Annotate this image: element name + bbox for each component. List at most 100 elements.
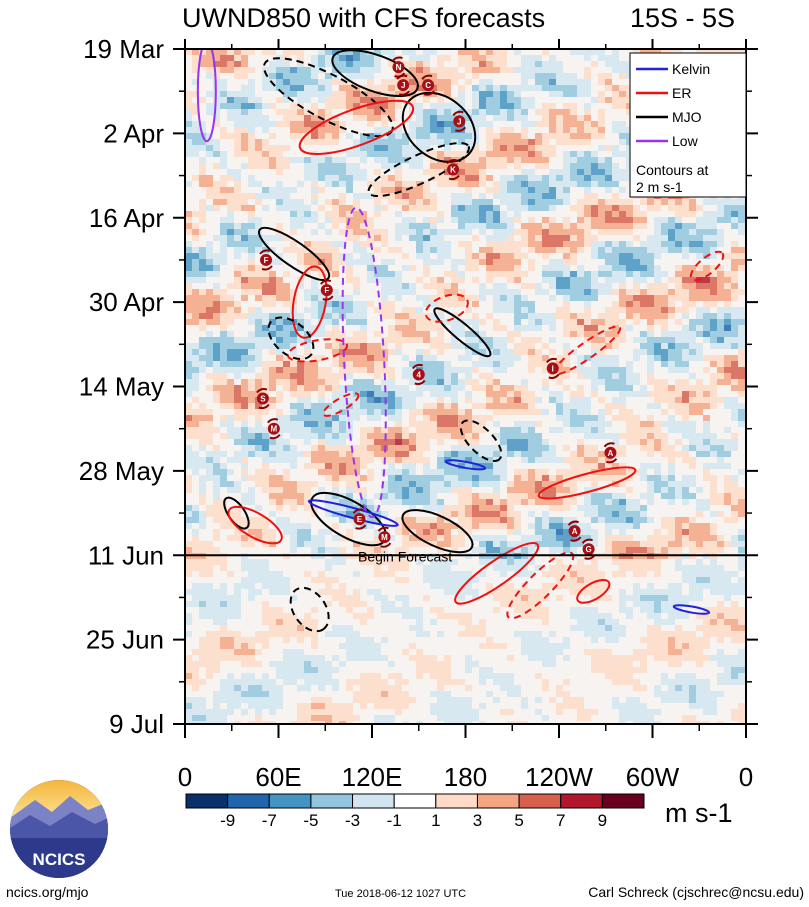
wind-anomaly-cell — [619, 529, 626, 535]
wind-anomaly-cell — [269, 163, 276, 169]
wind-anomaly-cell — [556, 493, 563, 499]
wind-anomaly-cell — [626, 475, 633, 481]
wind-anomaly-cell — [185, 463, 192, 469]
wind-anomaly-cell — [591, 49, 598, 55]
wind-anomaly-cell — [325, 127, 332, 133]
wind-anomaly-cell — [535, 319, 542, 325]
wind-anomaly-cell — [304, 91, 311, 97]
wind-anomaly-cell — [549, 85, 556, 91]
wind-anomaly-cell — [234, 139, 241, 145]
wind-anomaly-cell — [360, 229, 367, 235]
wind-anomaly-cell — [199, 295, 206, 301]
wind-anomaly-cell — [437, 463, 444, 469]
wind-anomaly-cell — [283, 367, 290, 373]
wind-anomaly-cell — [290, 109, 297, 115]
wind-anomaly-cell — [192, 355, 199, 361]
wind-anomaly-cell — [577, 313, 584, 319]
wind-anomaly-cell — [493, 139, 500, 145]
wind-anomaly-cell — [647, 547, 654, 553]
wind-anomaly-cell — [311, 313, 318, 319]
wind-anomaly-cell — [598, 397, 605, 403]
wind-anomaly-cell — [430, 481, 437, 487]
wind-anomaly-cell — [283, 499, 290, 505]
wind-anomaly-cell — [542, 343, 549, 349]
wind-anomaly-cell — [262, 529, 269, 535]
wind-anomaly-cell — [647, 415, 654, 421]
wind-anomaly-cell — [283, 79, 290, 85]
wind-anomaly-cell — [640, 247, 647, 253]
wind-anomaly-cell — [283, 163, 290, 169]
wind-anomaly-cell — [444, 271, 451, 277]
wind-anomaly-cell — [332, 211, 339, 217]
wind-anomaly-cell — [640, 343, 647, 349]
wind-anomaly-cell — [738, 307, 745, 313]
wind-anomaly-cell — [437, 499, 444, 505]
wind-anomaly-cell — [507, 145, 514, 151]
wind-anomaly-cell — [549, 91, 556, 97]
wind-anomaly-cell — [241, 541, 248, 547]
wind-anomaly-cell — [549, 529, 556, 535]
wind-anomaly-cell — [619, 301, 626, 307]
wind-anomaly-cell — [248, 127, 255, 133]
wind-anomaly-cell — [556, 277, 563, 283]
wind-anomaly-cell — [325, 409, 332, 415]
wind-anomaly-cell — [304, 541, 311, 547]
wind-anomaly-cell — [458, 277, 465, 283]
wind-anomaly-cell — [255, 391, 262, 397]
wind-anomaly-cell — [430, 157, 437, 163]
wind-anomaly-cell — [556, 241, 563, 247]
wind-anomaly-cell — [227, 421, 234, 427]
wind-anomaly-cell — [339, 361, 346, 367]
wind-anomaly-cell — [451, 535, 458, 541]
wind-anomaly-cell — [290, 391, 297, 397]
wind-anomaly-cell — [318, 319, 325, 325]
wind-anomaly-cell — [521, 349, 528, 355]
wind-anomaly-cell — [199, 55, 206, 61]
wind-anomaly-cell — [311, 541, 318, 547]
wind-anomaly-cell — [227, 61, 234, 67]
wind-anomaly-cell — [451, 523, 458, 529]
wind-anomaly-cell — [458, 223, 465, 229]
wind-anomaly-cell — [241, 109, 248, 115]
wind-anomaly-cell — [535, 349, 542, 355]
wind-anomaly-cell — [731, 217, 738, 223]
wind-anomaly-cell — [514, 307, 521, 313]
wind-anomaly-cell — [612, 361, 619, 367]
wind-anomaly-cell — [556, 559, 563, 565]
wind-anomaly-cell — [234, 175, 241, 181]
wind-anomaly-cell — [192, 223, 199, 229]
wind-anomaly-cell — [311, 193, 318, 199]
wind-anomaly-cell — [227, 91, 234, 97]
wind-anomaly-cell — [185, 523, 192, 529]
wind-anomaly-cell — [507, 259, 514, 265]
wind-anomaly-cell — [185, 97, 192, 103]
wind-anomaly-cell — [493, 355, 500, 361]
wind-anomaly-cell — [325, 379, 332, 385]
wind-anomaly-cell — [339, 433, 346, 439]
wind-anomaly-cell — [626, 271, 633, 277]
wind-anomaly-cell — [654, 343, 661, 349]
wind-anomaly-cell — [206, 205, 213, 211]
wind-anomaly-cell — [234, 265, 241, 271]
wind-anomaly-cell — [619, 127, 626, 133]
wind-anomaly-cell — [339, 373, 346, 379]
wind-anomaly-cell — [738, 253, 745, 259]
wind-anomaly-cell — [668, 475, 675, 481]
wind-anomaly-cell — [493, 205, 500, 211]
wind-anomaly-cell — [290, 535, 297, 541]
wind-anomaly-cell — [353, 139, 360, 145]
wind-anomaly-cell — [458, 529, 465, 535]
wind-anomaly-cell — [206, 385, 213, 391]
wind-anomaly-cell — [556, 223, 563, 229]
wind-anomaly-cell — [332, 241, 339, 247]
wind-anomaly-cell — [591, 535, 598, 541]
wind-anomaly-cell — [318, 427, 325, 433]
wind-anomaly-cell — [444, 139, 451, 145]
wind-anomaly-cell — [528, 217, 535, 223]
wind-anomaly-cell — [325, 565, 332, 571]
wind-anomaly-cell — [451, 511, 458, 517]
wind-anomaly-cell — [402, 547, 409, 553]
wind-anomaly-cell — [297, 541, 304, 547]
wind-anomaly-cell — [612, 91, 619, 97]
wind-anomaly-cell — [360, 475, 367, 481]
